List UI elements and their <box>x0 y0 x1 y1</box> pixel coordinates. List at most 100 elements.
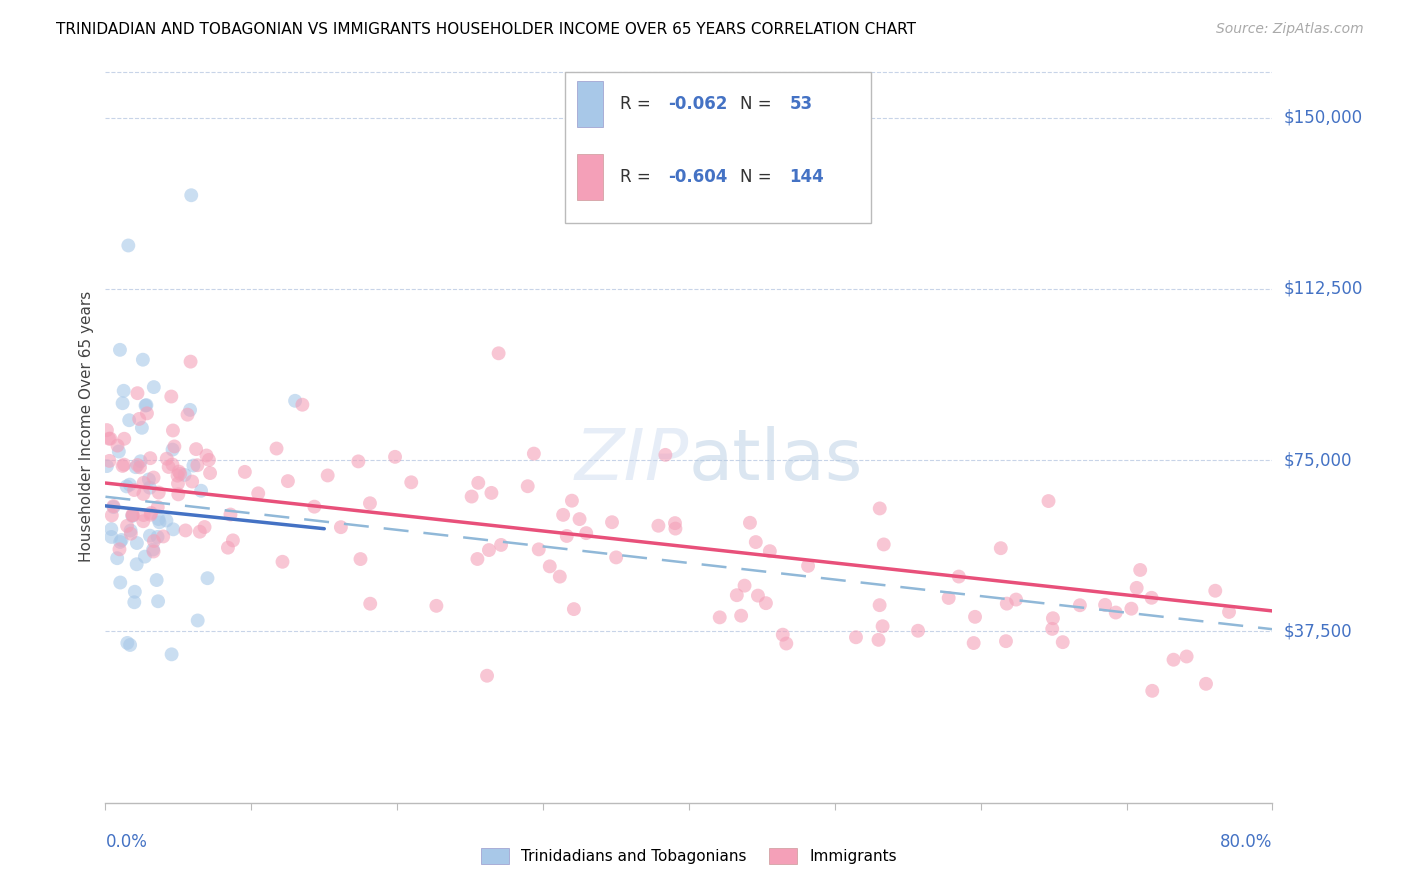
Point <box>129 454 152 468</box>
Point <box>180 188 202 202</box>
Point <box>138 473 160 487</box>
Point <box>187 614 209 628</box>
Text: -0.062: -0.062 <box>668 95 728 113</box>
Point <box>277 474 299 488</box>
Point <box>112 458 135 472</box>
Point <box>111 396 134 410</box>
Point <box>647 518 669 533</box>
Point <box>139 481 162 495</box>
Point <box>167 465 190 479</box>
Point <box>132 508 155 522</box>
FancyBboxPatch shape <box>565 72 872 223</box>
Point <box>142 380 165 394</box>
Point <box>105 551 128 566</box>
Point <box>139 508 162 522</box>
Text: N =: N = <box>740 95 778 113</box>
Point <box>1204 583 1226 598</box>
Point <box>990 541 1012 556</box>
Point <box>271 555 294 569</box>
Point <box>994 634 1017 648</box>
Point <box>120 638 142 652</box>
Point <box>125 558 148 572</box>
Point <box>124 584 146 599</box>
Point <box>730 608 752 623</box>
Point <box>1125 581 1147 595</box>
Point <box>132 514 155 528</box>
Point <box>167 487 190 501</box>
Point <box>183 458 205 473</box>
Text: ZIP: ZIP <box>575 425 689 495</box>
Text: TRINIDADIAN AND TOBAGONIAN VS IMMIGRANTS HOUSEHOLDER INCOME OVER 65 YEARS CORREL: TRINIDADIAN AND TOBAGONIAN VS IMMIGRANTS… <box>56 22 917 37</box>
Point <box>654 448 676 462</box>
Point <box>96 459 118 474</box>
Text: atlas: atlas <box>689 425 863 495</box>
Point <box>745 535 768 549</box>
Point <box>478 543 501 558</box>
Point <box>1105 606 1128 620</box>
Point <box>489 538 512 552</box>
Point <box>180 354 202 368</box>
Point <box>475 669 498 683</box>
Point <box>103 500 125 514</box>
Point <box>169 467 191 481</box>
Point <box>948 569 970 583</box>
Point <box>117 238 139 252</box>
Point <box>97 432 120 446</box>
Point <box>538 559 561 574</box>
Point <box>222 533 245 548</box>
Point <box>605 550 627 565</box>
Point <box>963 636 986 650</box>
Text: 80.0%: 80.0% <box>1220 833 1272 851</box>
Point <box>759 544 782 558</box>
Point <box>162 522 184 536</box>
Point <box>425 599 447 613</box>
Point <box>1005 592 1028 607</box>
Point <box>96 423 118 437</box>
Point <box>516 479 538 493</box>
Point <box>121 508 143 523</box>
Point <box>142 534 165 549</box>
Point <box>247 486 270 500</box>
Point <box>266 442 288 456</box>
Point <box>134 549 156 564</box>
Point <box>100 530 122 544</box>
Point <box>145 573 167 587</box>
Point <box>127 386 149 401</box>
Point <box>1218 605 1240 619</box>
Point <box>1038 494 1060 508</box>
Point <box>1121 601 1143 615</box>
Point <box>1140 591 1163 605</box>
Point <box>148 512 170 526</box>
Point <box>772 628 794 642</box>
Point <box>198 466 221 480</box>
Text: N =: N = <box>740 168 778 186</box>
Point <box>132 487 155 501</box>
Point <box>124 595 146 609</box>
Point <box>869 501 891 516</box>
Y-axis label: Householder Income Over 65 years: Householder Income Over 65 years <box>79 290 94 562</box>
Point <box>120 526 142 541</box>
Text: R =: R = <box>620 95 657 113</box>
Point <box>115 479 138 493</box>
Point <box>107 439 129 453</box>
Point <box>139 506 162 520</box>
Point <box>129 460 152 475</box>
Point <box>488 346 510 360</box>
Point <box>304 500 326 514</box>
Legend: Trinidadians and Tobagonians, Immigrants: Trinidadians and Tobagonians, Immigrants <box>475 842 903 871</box>
Point <box>101 508 124 523</box>
Point <box>184 442 207 456</box>
Point <box>157 460 180 475</box>
Point <box>347 454 370 468</box>
Point <box>142 542 165 557</box>
Point <box>1195 677 1218 691</box>
Point <box>108 444 131 458</box>
Point <box>329 520 352 534</box>
Point <box>709 610 731 624</box>
Point <box>162 442 184 457</box>
Point <box>568 512 591 526</box>
Point <box>1042 611 1064 625</box>
Point <box>555 529 578 543</box>
Point <box>120 524 142 538</box>
Point <box>121 508 143 522</box>
